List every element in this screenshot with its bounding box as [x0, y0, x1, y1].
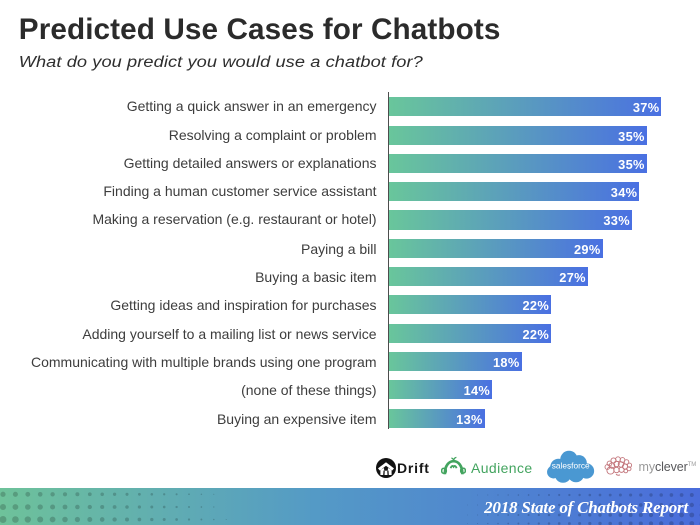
svg-text:salesforce: salesforce [551, 460, 589, 470]
